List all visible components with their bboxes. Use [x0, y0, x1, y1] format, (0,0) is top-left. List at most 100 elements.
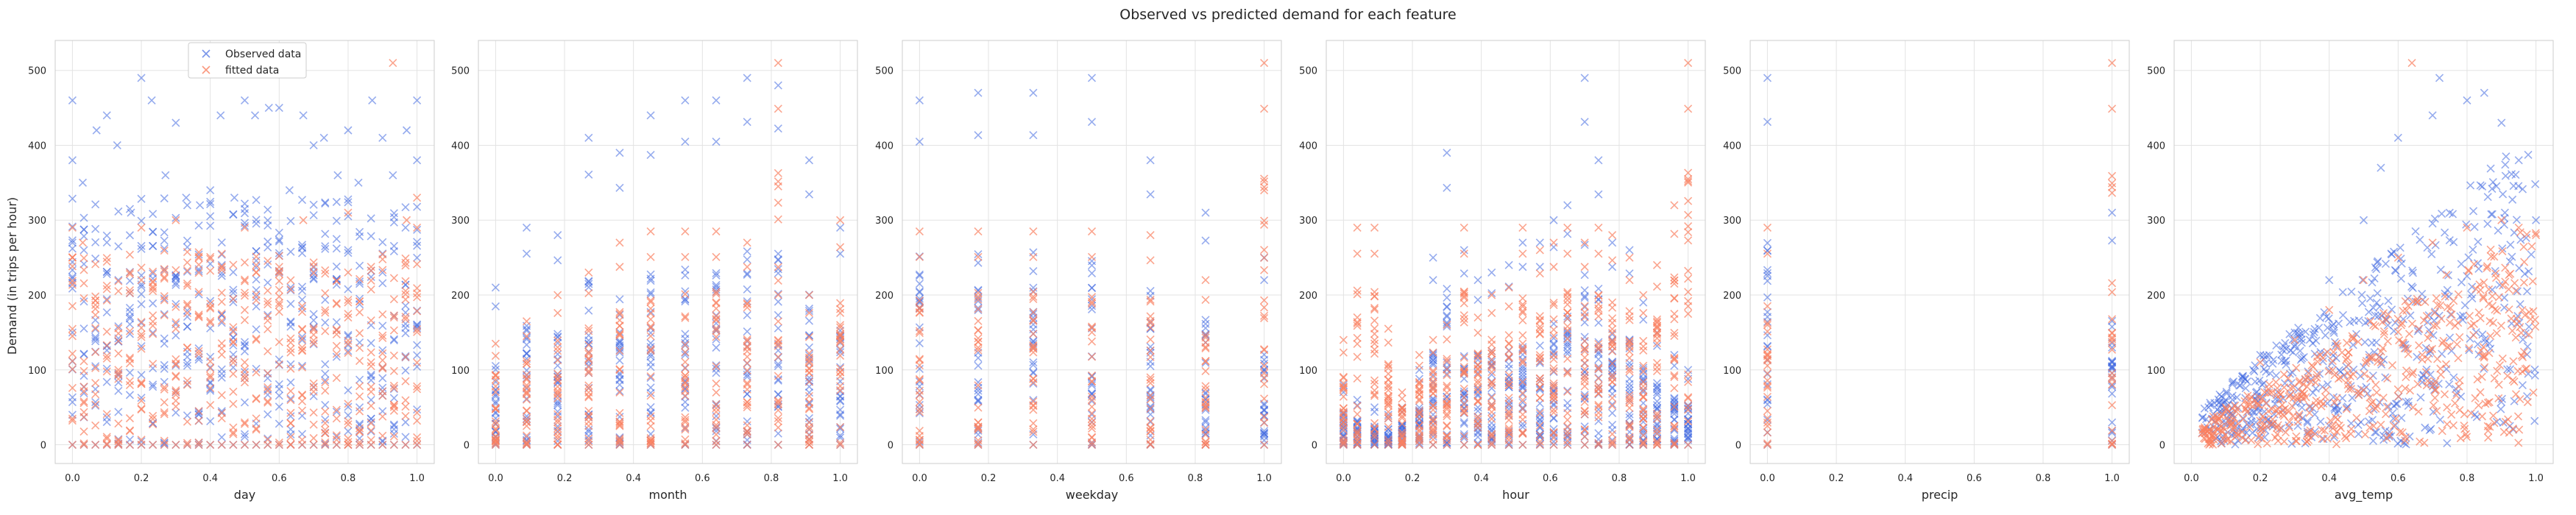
- observed-point: [1029, 266, 1038, 276]
- fitted-point: [286, 285, 295, 294]
- fitted-point-stroke-b: [275, 277, 283, 285]
- observed-point-stroke-b: [68, 284, 77, 293]
- fitted-point: [217, 263, 226, 272]
- observed-point: [974, 131, 983, 140]
- observed-point: [344, 347, 353, 355]
- observed-point: [974, 397, 983, 406]
- observed-point: [206, 185, 215, 195]
- fitted-point-stroke-b: [68, 383, 77, 392]
- fitted-point: [263, 369, 272, 377]
- fitted-point: [229, 323, 238, 332]
- observed-point-stroke-b: [309, 274, 318, 284]
- observed-point-stroke-b: [194, 290, 203, 299]
- observed-point-stroke-b: [355, 403, 364, 412]
- fitted-point: [553, 308, 562, 318]
- scatter-points: [915, 58, 1269, 450]
- observed-point-stroke-b: [321, 199, 330, 208]
- observed-point: [681, 334, 690, 343]
- observed-point-stroke-b: [91, 362, 100, 371]
- observed-point: [344, 249, 353, 258]
- observed-point: [194, 250, 203, 259]
- observed-point-stroke-b: [206, 212, 215, 221]
- observed-point-stroke-b: [217, 433, 226, 441]
- fitted-point: [160, 436, 169, 445]
- fitted-point: [252, 440, 261, 450]
- fitted-point: [91, 421, 100, 430]
- fitted-point: [774, 168, 782, 177]
- observed-point-stroke-b: [378, 346, 387, 355]
- observed-point-stroke-b: [194, 267, 203, 276]
- fitted-point-stroke-b: [286, 419, 295, 428]
- observed-point: [183, 411, 192, 420]
- observed-point: [286, 283, 295, 292]
- fitted-point: [332, 341, 341, 350]
- fitted-point: [194, 260, 203, 269]
- observed-point-stroke-b: [263, 205, 272, 214]
- observed-point: [79, 388, 88, 397]
- fitted-point: [367, 419, 375, 427]
- fitted-point-stroke-b: [206, 304, 215, 313]
- observed-point: [413, 241, 422, 250]
- observed-point: [264, 104, 273, 113]
- fitted-point: [389, 58, 397, 68]
- observed-point: [240, 347, 250, 356]
- fitted-point: [91, 347, 100, 357]
- fitted-point-stroke-b: [275, 270, 283, 279]
- observed-point: [355, 375, 364, 384]
- fitted-point-stroke-b: [263, 300, 272, 309]
- fitted-point-stroke-b: [217, 262, 226, 271]
- fitted-point: [286, 387, 295, 396]
- observed-point-stroke-b: [125, 368, 135, 377]
- observed-point: [332, 408, 341, 416]
- observed-point: [319, 133, 328, 142]
- fitted-point-stroke-b: [137, 405, 146, 414]
- figure-title: Observed vs predicted demand for each fe…: [1119, 7, 1456, 23]
- observed-point: [102, 269, 111, 279]
- y-tick-label: 100: [451, 366, 470, 377]
- observed-point-stroke-b: [125, 277, 135, 285]
- fitted-point: [160, 267, 169, 276]
- fitted-point: [229, 337, 238, 346]
- observed-point: [367, 272, 375, 282]
- observed-point: [681, 138, 690, 146]
- observed-point-stroke-b: [285, 185, 294, 195]
- fitted-point: [240, 358, 250, 366]
- observed-point: [275, 235, 283, 244]
- observed-point: [367, 370, 375, 379]
- fitted-point-stroke-b: [229, 430, 238, 438]
- observed-point: [183, 267, 192, 276]
- observed-point: [160, 439, 169, 448]
- observed-point: [149, 328, 158, 337]
- observed-point-stroke-b: [344, 249, 353, 258]
- fitted-point: [217, 288, 226, 297]
- fitted-point: [240, 291, 250, 300]
- fitted-point-stroke-b: [125, 327, 135, 335]
- fitted-point: [125, 286, 135, 295]
- fitted-point-stroke-b: [229, 387, 238, 396]
- observed-point: [712, 138, 721, 146]
- fitted-point: [160, 440, 169, 450]
- fitted-point: [137, 324, 146, 333]
- observed-point-stroke-b: [355, 375, 364, 384]
- y-tick-label: 500: [875, 66, 894, 77]
- x-tick-label: 0.0: [912, 473, 927, 484]
- observed-point: [646, 308, 655, 316]
- fitted-point: [309, 387, 318, 396]
- fitted-point-stroke-b: [229, 358, 238, 367]
- observed-point-stroke-b: [183, 322, 192, 331]
- observed-point-stroke-b: [332, 318, 341, 327]
- x-axis-label: day: [234, 488, 255, 502]
- fitted-point-stroke-b: [183, 247, 192, 257]
- observed-point-stroke-b: [137, 341, 146, 351]
- fitted-point: [646, 296, 655, 305]
- observed-point: [344, 126, 353, 135]
- fitted-point-stroke-b: [240, 288, 250, 297]
- fitted-point-stroke-b: [263, 324, 272, 333]
- observed-point: [646, 338, 655, 347]
- fitted-point: [378, 412, 387, 421]
- fitted-point-stroke-b: [194, 349, 203, 358]
- fitted-point-stroke-b: [114, 374, 123, 383]
- fitted-point: [102, 341, 111, 349]
- observed-point: [102, 308, 111, 317]
- fitted-point: [252, 252, 261, 261]
